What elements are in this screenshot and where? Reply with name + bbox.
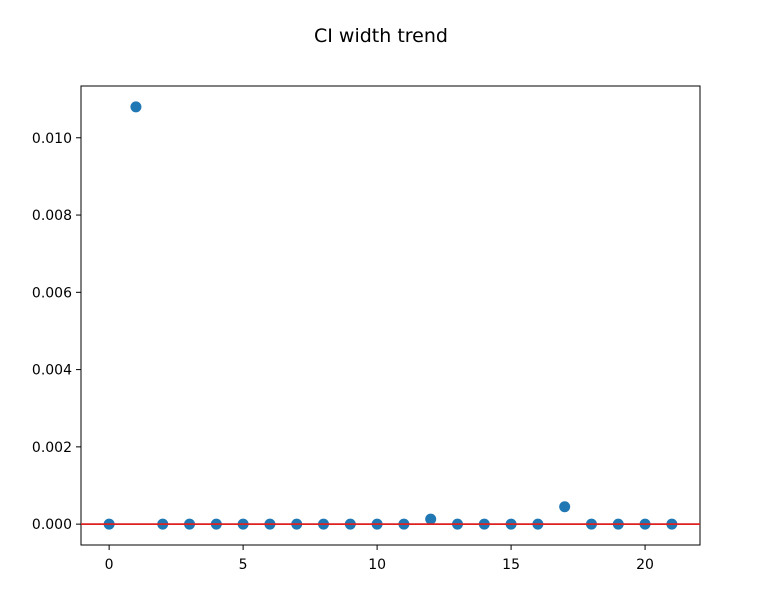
data-point (425, 513, 437, 525)
x-tick-label: 20 (636, 557, 654, 573)
y-tick-label: 0.002 (32, 440, 72, 456)
data-point (130, 101, 142, 113)
plot-frame (80, 85, 701, 546)
y-tick-label: 0.006 (32, 285, 72, 301)
y-tick-label: 0.000 (32, 517, 72, 533)
data-point (559, 501, 571, 513)
y-tick-label: 0.008 (32, 208, 72, 224)
x-tick-label: 15 (502, 557, 520, 573)
y-tick-label: 0.004 (32, 363, 72, 379)
x-tick-label: 5 (239, 557, 248, 573)
plot-area: 0 5 10 15 20 0.000 0.002 0.004 0.006 0.008 0.010 (32, 85, 701, 573)
x-tick-label: 10 (368, 557, 386, 573)
chart-title: CI width trend (314, 25, 448, 47)
y-tick-label: 0.010 (32, 131, 72, 147)
x-tick-label: 0 (105, 557, 114, 573)
